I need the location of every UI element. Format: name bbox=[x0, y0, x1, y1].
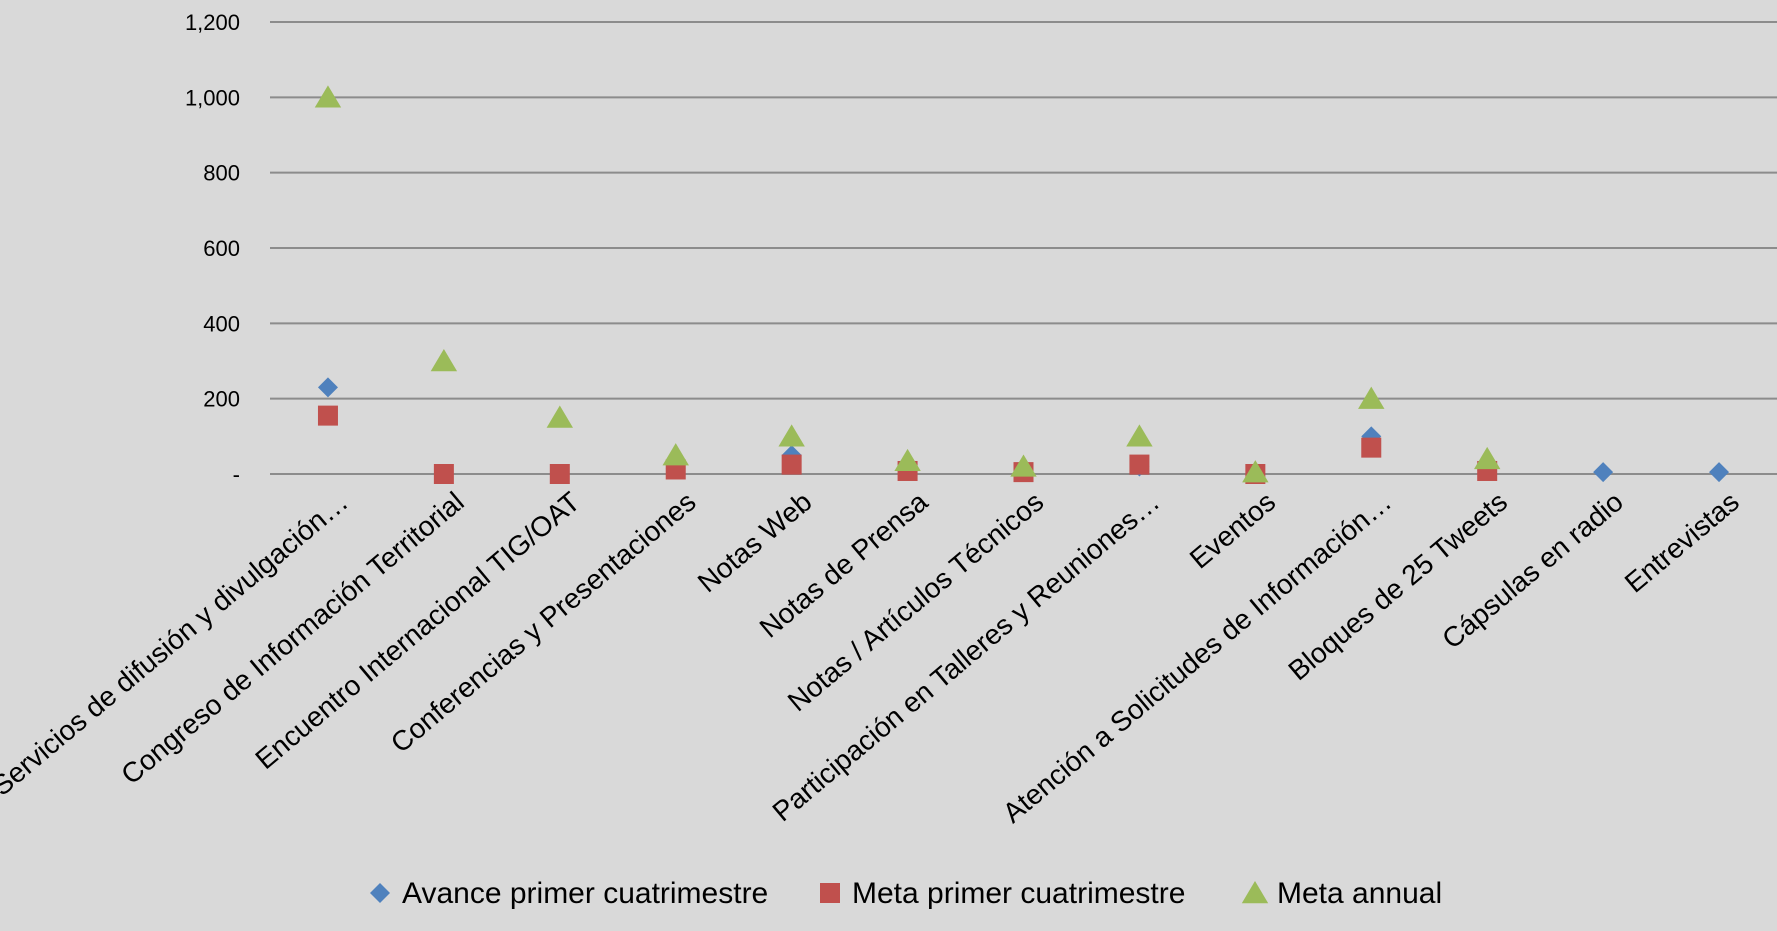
legend-marker-diamond bbox=[370, 883, 390, 903]
data-point-triangle bbox=[662, 443, 689, 466]
legend: Avance primer cuatrimestre Meta primer cu… bbox=[370, 877, 1442, 910]
gridlines bbox=[270, 21, 1777, 475]
y-tick-label: 600 bbox=[203, 236, 240, 261]
data-point-triangle bbox=[1010, 454, 1037, 477]
legend-label: Meta primer cuatrimestre bbox=[852, 877, 1185, 910]
data-point-triangle bbox=[430, 349, 458, 372]
y-tick-label: 200 bbox=[203, 387, 240, 412]
y-axis-ticks: - 200 400 600 800 1,000 1,200 bbox=[185, 10, 240, 487]
data-point-triangle bbox=[1358, 386, 1385, 409]
x-tick-label: Atención a Solicitudes de Información… bbox=[997, 486, 1397, 829]
data-point-triangle bbox=[894, 448, 921, 472]
y-tick-label: 1,000 bbox=[185, 85, 240, 110]
data-point-square bbox=[1129, 454, 1150, 475]
x-tick-label: Entrevistas bbox=[1619, 486, 1745, 599]
legend-marker-triangle bbox=[1241, 881, 1269, 904]
data-point-diamond bbox=[317, 377, 338, 398]
data-point-square bbox=[317, 405, 338, 426]
legend-label: Meta annual bbox=[1277, 877, 1442, 910]
data-points bbox=[314, 85, 1730, 484]
data-point-diamond bbox=[1593, 462, 1614, 483]
x-tick-label: Bloques de 25 Tweets bbox=[1282, 486, 1513, 687]
y-tick-label: 400 bbox=[203, 311, 240, 336]
data-point-triangle bbox=[1473, 446, 1501, 470]
data-point-square bbox=[1361, 437, 1382, 458]
data-point-triangle bbox=[1126, 424, 1153, 447]
data-point-triangle bbox=[1242, 460, 1269, 483]
data-point-square bbox=[433, 464, 454, 484]
data-point-square bbox=[549, 464, 570, 484]
data-point-triangle bbox=[778, 424, 805, 447]
x-tick-label: Eventos bbox=[1184, 486, 1281, 575]
legend-marker-square bbox=[820, 883, 840, 903]
data-point-triangle bbox=[314, 85, 342, 108]
data-point-triangle bbox=[546, 405, 574, 428]
data-point-square bbox=[781, 454, 802, 475]
data-point-diamond bbox=[1709, 462, 1730, 483]
y-tick-label: - bbox=[233, 462, 240, 487]
legend-label: Avance primer cuatrimestre bbox=[402, 877, 768, 910]
x-axis-ticks: Servicios de difusión y divulgación…Cong… bbox=[0, 486, 1745, 829]
y-tick-label: 1,200 bbox=[185, 10, 240, 35]
y-tick-label: 800 bbox=[203, 161, 240, 186]
